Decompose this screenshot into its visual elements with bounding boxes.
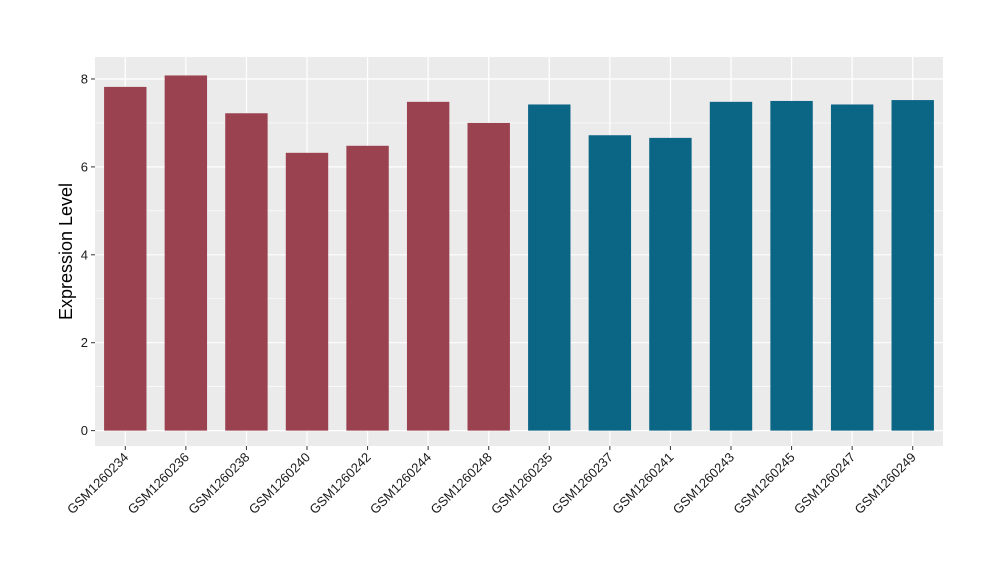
bar-GSM1260244 [406,101,450,431]
y-tick-label: 6 [81,159,88,174]
bar-GSM1260241 [649,137,692,431]
bar-GSM1260238 [225,113,268,431]
x-tick-label: GSM1260238 [185,450,252,517]
y-axis-title: Expression Level [56,183,76,320]
x-tick-label: GSM1260249 [851,450,918,517]
y-axis: 0 2 4 6 8 [81,71,95,438]
y-tick-label: 0 [81,423,88,438]
x-tick-label: GSM1260243 [670,450,737,517]
x-tick-label: GSM1260236 [125,450,192,517]
bar-GSM1260237 [588,135,632,431]
x-tick-label: GSM1260240 [246,450,313,517]
bars [104,75,934,431]
x-tick-label: GSM1260237 [549,450,616,517]
x-tick-label: GSM1260245 [730,450,797,517]
bar-GSM1260248 [467,122,510,431]
bar-GSM1260234 [104,86,147,431]
bar-GSM1260245 [770,100,813,431]
plot-panel [95,57,943,446]
y-tick-label: 8 [81,71,88,86]
x-tick-label: GSM1260248 [427,450,494,517]
x-tick-label: GSM1260247 [791,450,858,517]
x-tick-label: GSM1260244 [367,450,434,517]
bar-GSM1260236 [164,75,208,431]
x-tick-label: GSM1260242 [306,450,373,517]
x-axis: GSM1260234GSM1260236GSM1260238GSM1260240… [64,446,919,517]
bar-GSM1260240 [285,152,329,431]
bar-GSM1260249 [891,100,934,431]
y-tick-label: 2 [81,335,88,350]
bar-GSM1260243 [709,101,753,431]
y-tick-label: 4 [81,247,88,262]
x-tick-label: GSM1260241 [609,450,676,517]
x-tick-label: GSM1260235 [488,450,555,517]
bar-GSM1260235 [528,104,571,431]
x-tick-label: GSM1260234 [64,450,131,517]
bar-GSM1260242 [346,145,389,431]
bar-GSM1260247 [830,104,874,431]
